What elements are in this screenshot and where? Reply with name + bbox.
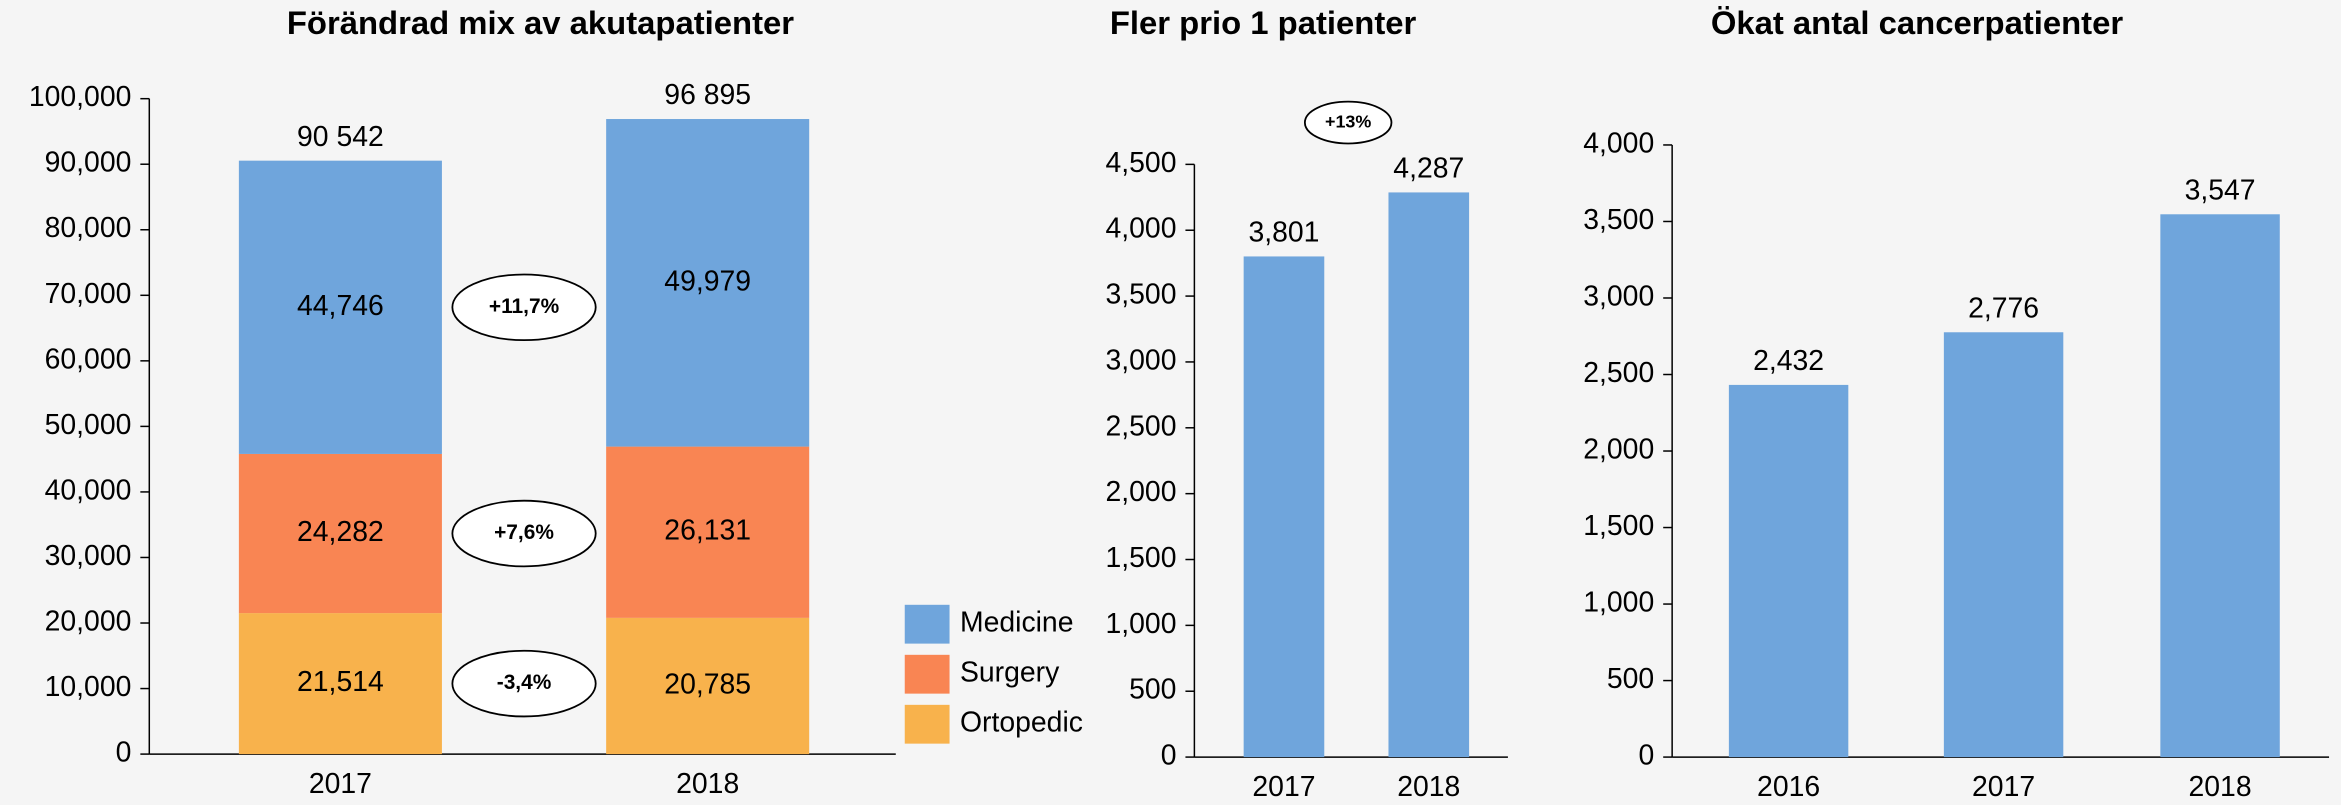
y-tick-label: 500 — [1129, 674, 1176, 706]
annotation: +13% — [1325, 111, 1371, 131]
data-label: 49,979 — [664, 265, 751, 297]
y-tick-label: 10,000 — [45, 671, 132, 703]
total-label: 96 895 — [664, 79, 751, 111]
y-tick-label: 1,000 — [1583, 587, 1654, 619]
data-label: 2,776 — [1968, 292, 2039, 324]
data-label: 4,287 — [1393, 153, 1464, 185]
bar-segment — [238, 613, 442, 755]
bar-segment — [606, 617, 810, 755]
y-tick-label: 50,000 — [45, 409, 132, 441]
total-label: 90 542 — [297, 121, 384, 153]
legend-swatch — [904, 654, 950, 694]
data-label: 20,785 — [664, 668, 751, 700]
data-label: 3,801 — [1248, 217, 1319, 249]
y-tick-label: 30,000 — [45, 540, 132, 572]
annotation-ellipse — [451, 499, 597, 568]
y-tick-label: 1,000 — [1106, 608, 1177, 640]
bar — [1943, 332, 2064, 758]
y-tick-label: 1,500 — [1106, 542, 1177, 574]
x-tick-label: 2018 — [2189, 771, 2252, 803]
chart-title: Förändrad mix av akutapatienter — [287, 4, 794, 41]
x-tick-label: 2018 — [1397, 771, 1460, 803]
annotation-ellipse — [1303, 100, 1393, 145]
y-tick-label: 4,000 — [1583, 127, 1654, 159]
y-tick-label: 40,000 — [45, 474, 132, 506]
y-tick-label: 3,000 — [1106, 344, 1177, 376]
y-tick-label: 4,000 — [1106, 213, 1177, 245]
x-tick-label: 2017 — [309, 768, 372, 800]
annotation: -3,4% — [497, 671, 552, 694]
y-tick-label: 60,000 — [45, 343, 132, 375]
bar-segment — [238, 160, 442, 454]
data-label: 26,131 — [664, 515, 751, 547]
y-tick-label: 500 — [1607, 663, 1654, 695]
y-tick-label: 2,500 — [1583, 357, 1654, 389]
y-tick-label: 100,000 — [29, 81, 132, 113]
x-tick-label: 2016 — [1757, 771, 1820, 803]
bar — [1728, 384, 1849, 758]
y-tick-label: 1,500 — [1583, 510, 1654, 542]
legend-label: Ortopedic — [960, 707, 1083, 739]
bar — [1243, 256, 1325, 758]
y-tick-label: 0 — [1638, 740, 1654, 772]
annotation: +7,6% — [494, 521, 554, 544]
bar-segment — [606, 119, 810, 447]
y-tick-label: 3,500 — [1583, 204, 1654, 236]
x-tick-label: 2017 — [1972, 771, 2035, 803]
y-tick-label: 0 — [1161, 740, 1177, 772]
y-tick-label: 3,000 — [1583, 280, 1654, 312]
y-tick-label: 2,500 — [1106, 410, 1177, 442]
bar — [2160, 214, 2280, 758]
y-tick-label: 2,000 — [1106, 476, 1177, 508]
y-tick-label: 4,500 — [1106, 147, 1177, 179]
chart-title: Fler prio 1 patienter — [1110, 4, 1417, 41]
y-tick-label: 20,000 — [45, 605, 132, 637]
annotation-ellipse — [451, 649, 597, 718]
y-tick-label: 3,500 — [1106, 279, 1177, 311]
bar — [1388, 192, 1470, 758]
legend-swatch — [904, 604, 950, 644]
x-tick-label: 2018 — [676, 768, 739, 800]
chart-title: Ökat antal cancerpatienter — [1711, 4, 2124, 41]
data-label: 3,547 — [2185, 174, 2256, 206]
y-tick-label: 2,000 — [1583, 434, 1654, 466]
y-tick-label: 80,000 — [45, 212, 132, 244]
annotation: +11,7% — [489, 295, 560, 318]
x-tick-label: 2017 — [1252, 771, 1315, 803]
legend-swatch — [904, 704, 950, 744]
data-label: 44,746 — [297, 290, 384, 322]
legend-label: Medicine — [960, 607, 1074, 639]
bar-segment — [606, 446, 810, 618]
data-label: 24,282 — [297, 516, 384, 548]
y-tick-label: 0 — [116, 737, 132, 769]
legend-label: Surgery — [960, 657, 1060, 689]
data-label: 2,432 — [1753, 345, 1824, 377]
y-tick-label: 90,000 — [45, 147, 132, 179]
y-tick-label: 70,000 — [45, 278, 132, 310]
data-label: 21,514 — [297, 666, 384, 698]
bar-segment — [238, 453, 442, 614]
annotation-ellipse — [451, 273, 597, 342]
